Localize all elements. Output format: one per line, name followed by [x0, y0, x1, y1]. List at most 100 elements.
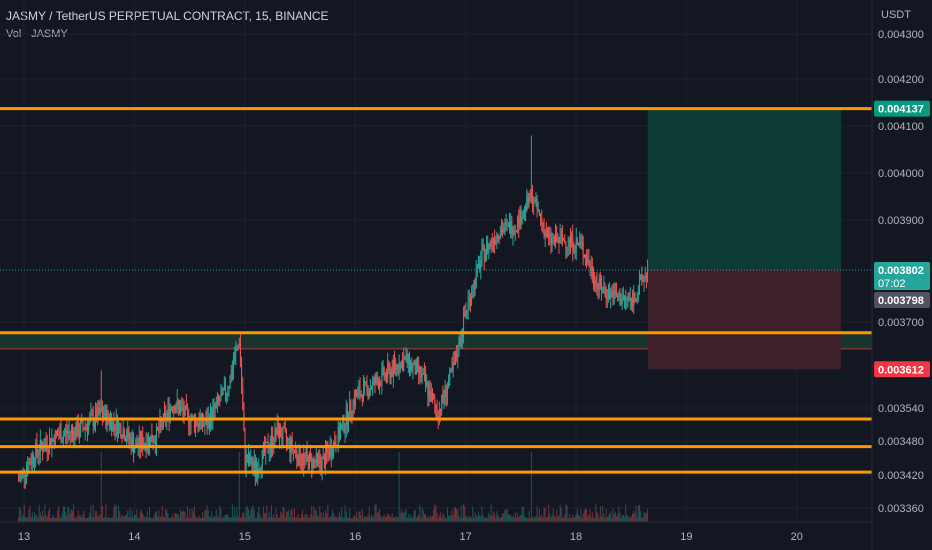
volume-bar: [52, 514, 54, 522]
volume-bar: [192, 512, 194, 522]
volume-bar: [339, 516, 341, 522]
volume-bar: [482, 514, 484, 522]
volume-bar: [165, 508, 167, 522]
volume-bar: [115, 506, 117, 522]
candle-body: [80, 422, 82, 434]
volume-bar: [101, 506, 103, 522]
candle-body: [199, 419, 201, 428]
volume-bar: [63, 506, 65, 522]
volume-bar: [589, 509, 591, 522]
volume-bar: [59, 516, 61, 522]
volume-bar: [272, 517, 274, 522]
candle-body: [353, 400, 355, 406]
candle-body: [266, 441, 268, 443]
candle-body: [338, 427, 340, 439]
volume-bar: [525, 517, 527, 522]
volume-bar: [490, 504, 492, 522]
volume-bar: [402, 512, 404, 522]
candle-body: [299, 447, 301, 466]
candle-body: [147, 436, 149, 446]
volume-bar: [153, 514, 155, 522]
candle-body: [458, 338, 460, 356]
candle-body: [441, 394, 443, 412]
volume-bar: [54, 518, 56, 522]
candle-body: [558, 237, 560, 244]
volume-bar: [310, 514, 312, 522]
candle-body: [400, 360, 402, 363]
volume-bar: [74, 517, 76, 522]
candle-body: [175, 408, 177, 413]
candle-body: [54, 431, 56, 447]
candle-body: [520, 209, 522, 224]
volume-bar: [333, 513, 335, 522]
volume-bar: [296, 516, 298, 522]
volume-bar: [304, 514, 306, 522]
volume-bar: [20, 509, 22, 522]
volume-bar: [270, 505, 272, 522]
candle-body: [523, 206, 525, 214]
candle-body: [590, 266, 592, 271]
candle-body: [307, 455, 309, 469]
volume-bar: [354, 516, 356, 522]
volume-bar: [612, 507, 614, 522]
candle-body: [513, 230, 515, 235]
candle-body: [228, 388, 230, 393]
volume-bar: [414, 509, 416, 522]
volume-bar: [491, 515, 493, 522]
volume-bar: [644, 513, 646, 522]
candle-body: [484, 253, 486, 261]
candle-body: [230, 376, 232, 378]
candle-body: [421, 373, 423, 378]
volume-bar: [574, 516, 576, 522]
candle-body: [507, 222, 509, 224]
volume-bar: [260, 517, 262, 522]
volume-bar: [551, 514, 553, 522]
candle-body: [302, 464, 304, 466]
candle-body: [291, 438, 293, 450]
volume-bar: [584, 508, 586, 522]
candle-body: [91, 413, 93, 415]
price-tick-label: 0.004300: [878, 29, 924, 41]
volume-bar: [60, 517, 62, 522]
volume-bar: [558, 515, 560, 522]
volume-bar: [66, 515, 68, 522]
candle-body: [596, 280, 598, 287]
candle-body: [644, 275, 646, 277]
volume-bar: [215, 509, 217, 522]
volume-bar: [444, 517, 446, 522]
volume-bar: [75, 517, 77, 522]
volume-bar: [436, 512, 438, 522]
candle-body: [360, 394, 362, 397]
volume-bar: [327, 504, 329, 522]
volume-bar: [47, 511, 49, 522]
volume-bar: [477, 511, 479, 522]
candle-body: [521, 218, 523, 224]
candle-body: [60, 430, 62, 443]
volume-bar: [361, 509, 363, 522]
candle-body: [241, 364, 243, 388]
candle-body: [250, 456, 252, 464]
candle-body: [379, 382, 381, 389]
candle-body: [212, 407, 214, 422]
candle-body: [519, 209, 521, 227]
candle-body: [272, 435, 274, 448]
candle-body: [168, 406, 170, 420]
volume-bar: [443, 514, 445, 522]
volume-bar: [634, 513, 636, 522]
volume-bar: [545, 517, 547, 522]
candle-body: [160, 419, 162, 423]
candle-body: [172, 408, 174, 411]
volume-bar: [216, 515, 218, 522]
volume-bar: [557, 516, 559, 522]
volume-bar: [58, 505, 60, 522]
candle-body: [625, 295, 627, 300]
candle-body: [208, 417, 210, 429]
volume-bar: [201, 512, 203, 522]
volume-bar: [511, 516, 513, 522]
candle-body: [130, 437, 132, 450]
volume-bar: [228, 517, 230, 522]
volume-bar: [118, 505, 120, 522]
candle-body: [509, 222, 511, 234]
candle-body: [506, 222, 508, 224]
